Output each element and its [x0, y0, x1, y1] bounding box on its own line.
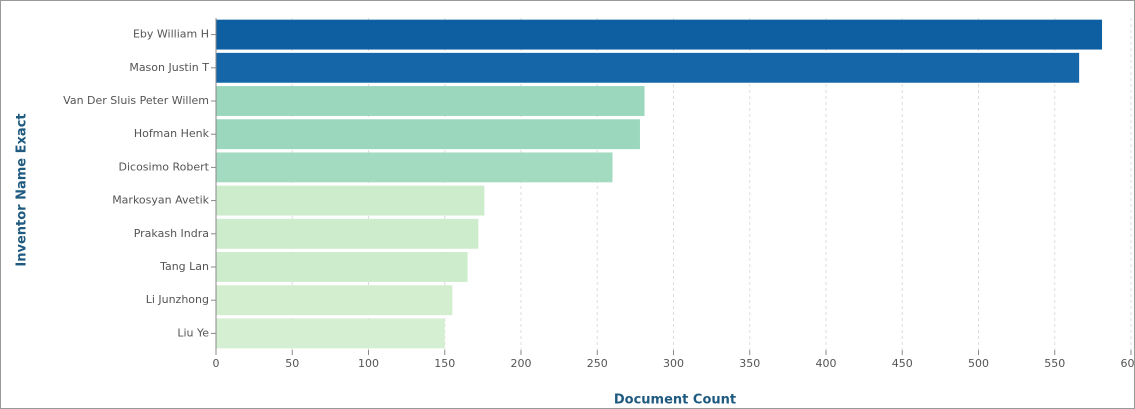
- y-axis-title: Inventor Name Exact: [15, 113, 30, 266]
- y-tick-label: Li Junzhong: [146, 293, 209, 306]
- y-tick-label: Hofman Henk: [134, 127, 210, 140]
- y-tick-label: Dicosimo Robert: [119, 160, 210, 173]
- bar: [216, 19, 1103, 50]
- bar: [216, 285, 453, 316]
- x-tick-label: 300: [663, 357, 684, 370]
- x-axis-title: Document Count: [614, 393, 736, 408]
- bar: [216, 86, 645, 116]
- x-tick-label: 150: [434, 357, 455, 370]
- x-tick-label: 550: [1044, 357, 1065, 370]
- x-tick-label: 350: [739, 357, 760, 370]
- bar: [216, 52, 1080, 83]
- bar: [216, 218, 479, 249]
- x-tick-label: 500: [968, 357, 989, 370]
- y-tick-label: Liu Ye: [177, 326, 209, 339]
- y-tick-label: Tang Lan: [159, 260, 209, 273]
- bar: [216, 119, 640, 150]
- y-tick-label: Prakash Indra: [134, 227, 209, 240]
- bar: [216, 318, 445, 349]
- bar: [216, 252, 468, 282]
- x-tick-label: 100: [358, 357, 379, 370]
- y-tick-label: Mason Justin T: [129, 61, 209, 74]
- x-tick-label: 50: [285, 357, 299, 370]
- y-tick-label: Eby William H: [133, 28, 209, 41]
- x-tick-label: 400: [816, 357, 837, 370]
- y-tick-label: Van Der Sluis Peter Willem: [63, 94, 209, 107]
- y-tick-label: Markosyan Avetik: [112, 194, 209, 207]
- bar: [216, 152, 613, 183]
- x-tick-label: 250: [587, 357, 608, 370]
- x-tick-label: 450: [892, 357, 913, 370]
- x-tick-label: 0: [213, 357, 220, 370]
- x-tick-label: 200: [511, 357, 532, 370]
- x-tick-label: 600: [1121, 357, 1135, 370]
- bar: [216, 185, 485, 216]
